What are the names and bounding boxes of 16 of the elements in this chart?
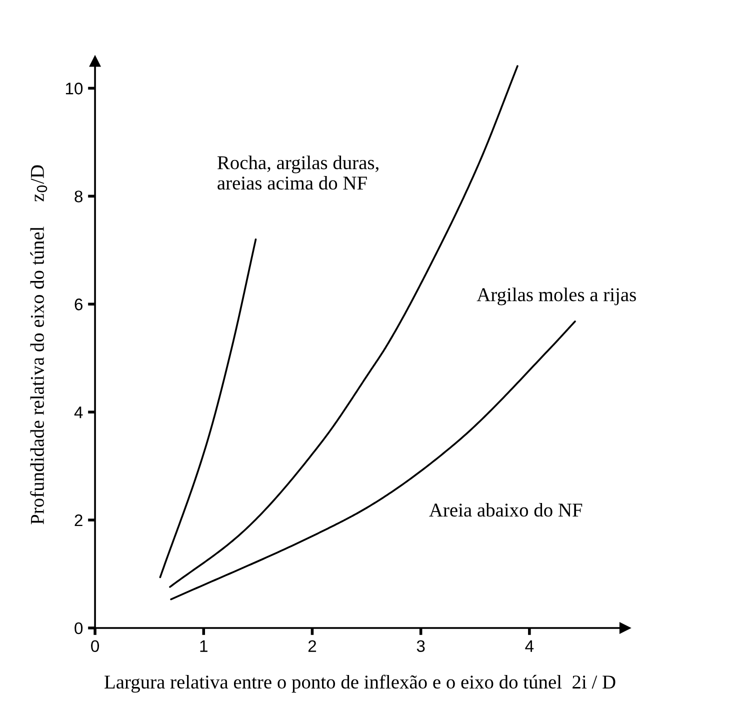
x-tick-label: 1 [200,640,208,652]
y-axis-title: Profundidade relativa do eixo do túnel z$_{0}$/D [30,165,48,524]
x-tick-label: 4 [525,640,534,652]
x-tick-label: 0 [91,640,100,652]
annotation: Rocha, argilas duras, areias acima do NF [217,156,378,190]
y-tick-label: 6 [74,298,82,310]
y-tick-label: 2 [74,514,82,526]
y-tick-label: 8 [74,190,82,202]
y-tick-label: 0 [74,622,83,634]
annotation: Areia abaixo do NF [429,502,582,517]
x-tick-label: 2 [308,640,316,652]
y-tick-label: 4 [74,406,83,418]
x-axis-title: Largura relativa entre o ponto de inflexão e o eixo do túnel 2i / D [104,674,616,693]
y-tick-label: 10 [66,82,83,94]
annotation: Argilas moles a rijas [476,288,636,306]
x-tick-label: 3 [416,640,425,652]
